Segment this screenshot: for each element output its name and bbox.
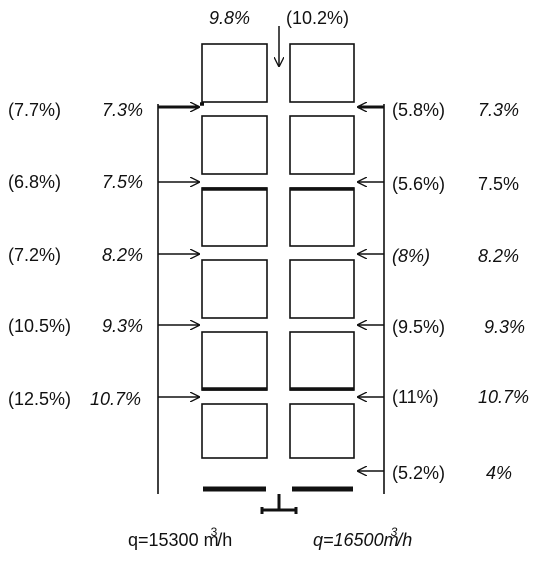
left-box-1 <box>201 43 268 103</box>
left-flow-rate: q=15300 m3/h <box>128 525 233 552</box>
right-flow-suffix: /h <box>397 530 413 550</box>
left-value-5: 10.7% <box>90 389 142 409</box>
right-box-1 <box>289 43 355 103</box>
left-paren-5: (12.5%) <box>8 389 72 409</box>
left-box-5 <box>201 331 268 391</box>
right-value-5: 10.7% <box>478 387 530 407</box>
left-value-3: 8.2% <box>102 245 144 265</box>
top-left-value: 9.8% <box>209 8 251 28</box>
left-arrows <box>158 107 199 397</box>
left-paren-2: (6.8%) <box>8 172 62 192</box>
left-box-6 <box>201 403 268 459</box>
right-value-4: 9.3% <box>484 317 526 337</box>
left-flow-suffix: /h <box>217 530 233 550</box>
right-value-6: 4% <box>486 463 513 483</box>
top-right-value: (10.2%) <box>286 8 350 28</box>
right-flow-exponent: 3 <box>390 525 398 539</box>
left-value-4: 9.3% <box>102 316 144 336</box>
right-box-6 <box>289 403 355 459</box>
right-arrows <box>358 107 384 471</box>
right-paren-6: (5.2%) <box>392 463 446 483</box>
left-paren-3: (7.2%) <box>8 245 62 265</box>
right-column-boxes <box>289 43 355 459</box>
left-box-3 <box>201 187 268 247</box>
left-value-2: 7.5% <box>102 172 144 192</box>
left-paren-1: (7.7%) <box>8 100 62 120</box>
thick-separators <box>200 102 354 391</box>
right-value-1: 7.3% <box>478 100 520 120</box>
right-flow-prefix: q=16500m <box>313 530 399 550</box>
right-box-4 <box>289 259 355 319</box>
right-box-5 <box>289 331 355 391</box>
right-box-3 <box>289 187 355 247</box>
left-box-2 <box>201 115 268 175</box>
right-paren-5: (11%) <box>392 387 439 407</box>
right-paren-3: (8%) <box>392 246 431 266</box>
right-box-2 <box>289 115 355 175</box>
left-box-4 <box>201 259 268 319</box>
left-column-boxes <box>201 43 268 459</box>
left-paren-4: (10.5%) <box>8 316 72 336</box>
right-paren-4: (9.5%) <box>392 317 446 337</box>
left-flow-prefix: q=15300 m <box>128 530 219 550</box>
right-value-3: 8.2% <box>478 246 520 266</box>
left-flow-exponent: 3 <box>210 525 218 539</box>
right-value-2: 7.5% <box>478 174 520 194</box>
right-paren-1: (5.8%) <box>392 100 446 120</box>
right-paren-2: (5.6%) <box>392 174 446 194</box>
bottom-inlet <box>203 486 353 514</box>
left-value-1: 7.3% <box>102 100 144 120</box>
right-flow-rate: q=16500m3/h <box>313 525 413 552</box>
